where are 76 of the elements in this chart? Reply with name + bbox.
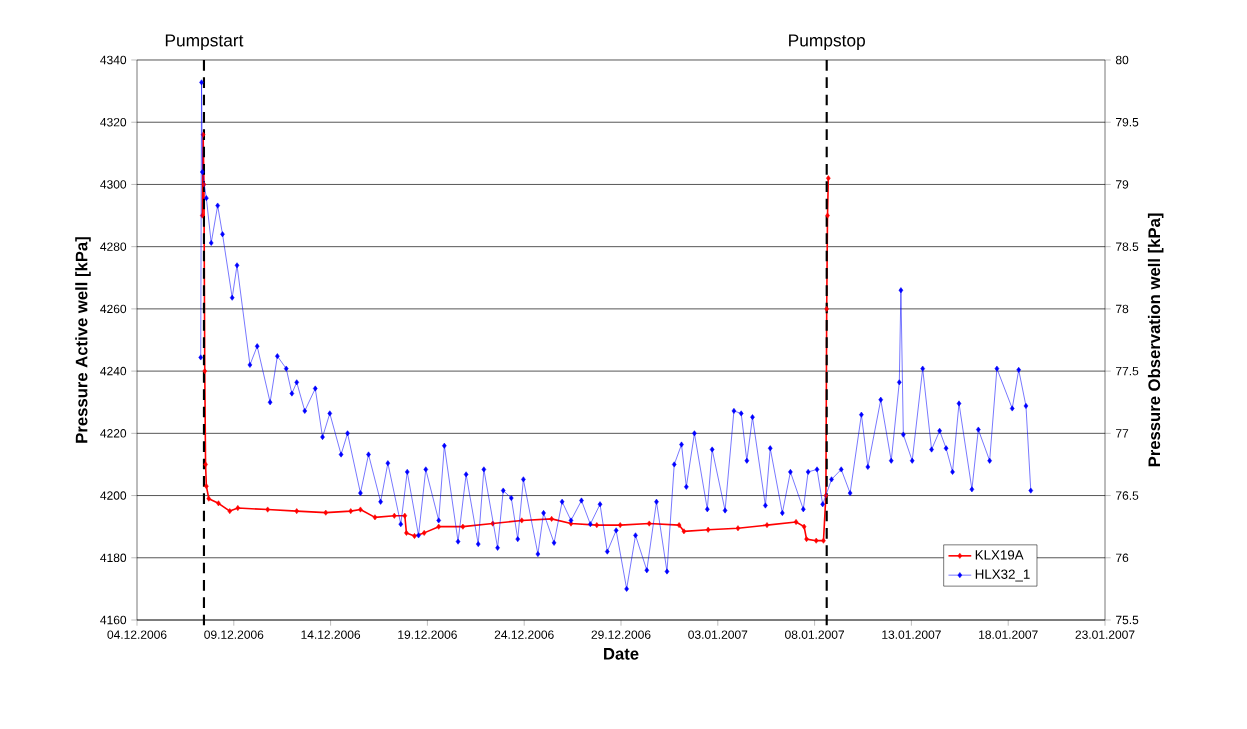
y2-tick-label: 75.5	[1116, 615, 1139, 625]
x-tick-label: 09.12.2006	[204, 630, 264, 639]
point	[813, 537, 819, 544]
point	[676, 522, 682, 529]
y-tick-label: 4200	[100, 491, 127, 500]
point	[617, 522, 623, 529]
x-tick-label: 18.01.2007	[979, 630, 1038, 639]
point	[402, 512, 408, 519]
x-tick-label: 23.01.2007	[1075, 630, 1135, 639]
y2-tick-label: 76.5	[1116, 491, 1139, 500]
y2-tick-label: 78.5	[1116, 242, 1139, 251]
x-tick-label: 14.12.2006	[301, 630, 361, 639]
point	[204, 483, 209, 490]
point	[202, 368, 208, 375]
y-axis-title: Pressure Active well [kPa]	[75, 237, 91, 443]
legend-label: HLX32_1	[975, 569, 1030, 582]
ref-line-label: Pumpstart	[165, 34, 244, 50]
point	[421, 529, 427, 536]
point	[825, 212, 830, 219]
y-tick-label: 4280	[100, 242, 127, 251]
y2-axis-title: Pressure Observation well [kPa]	[1147, 213, 1164, 467]
point	[549, 515, 554, 522]
y2-tick-label: 76	[1116, 553, 1129, 563]
ref-line-label: Pumpstop	[789, 34, 865, 50]
point	[235, 505, 241, 511]
point	[348, 508, 354, 515]
x-axis-title: Date	[604, 648, 639, 660]
y2-tick-label: 79	[1116, 180, 1129, 189]
point	[206, 495, 212, 502]
legend-label: KLX19A	[975, 550, 1024, 560]
y-tick-label: 4180	[100, 553, 127, 563]
point	[519, 517, 525, 524]
point	[705, 526, 711, 533]
point	[216, 500, 221, 507]
y2-tick-label: 78	[1116, 304, 1129, 314]
point	[801, 523, 807, 530]
point	[804, 536, 809, 543]
point	[793, 519, 799, 525]
point	[436, 523, 441, 530]
point	[203, 461, 208, 468]
y-tick-label: 4240	[100, 366, 127, 376]
y2-tick-label: 77	[1116, 429, 1129, 438]
point	[681, 528, 687, 535]
point	[323, 509, 329, 516]
x-tick-label: 19.12.2006	[398, 630, 457, 639]
point	[392, 512, 397, 519]
y2-tick-label: 77.5	[1116, 366, 1139, 376]
point	[646, 520, 652, 527]
point	[358, 506, 363, 513]
point	[764, 522, 770, 529]
point	[372, 514, 378, 521]
point	[294, 508, 299, 515]
point	[412, 533, 417, 539]
y-tick-label: 4160	[100, 615, 127, 625]
y-tick-label: 4320	[100, 117, 127, 127]
x-tick-label: 24.12.2006	[494, 630, 554, 639]
point	[735, 525, 741, 532]
y-tick-label: 4340	[100, 55, 127, 65]
point	[821, 537, 826, 544]
x-tick-label: 04.12.2006	[107, 630, 167, 639]
point	[404, 529, 409, 536]
point	[460, 523, 466, 530]
y-tick-label: 4260	[100, 304, 127, 314]
y-tick-label: 4220	[100, 429, 127, 438]
point	[826, 175, 831, 182]
x-tick-label: 13.01.2007	[882, 630, 941, 639]
y2-tick-label: 80	[1115, 55, 1129, 65]
y2-tick-label: 79.5	[1116, 117, 1139, 127]
x-tick-label: 03.01.2007	[688, 630, 748, 639]
y-tick-label: 4300	[100, 180, 127, 189]
point	[594, 522, 600, 529]
point	[265, 506, 270, 513]
point	[227, 508, 233, 515]
x-tick-label: 08.01.2007	[785, 630, 845, 639]
point	[824, 305, 829, 312]
x-tick-label: 29.12.2006	[591, 630, 651, 639]
